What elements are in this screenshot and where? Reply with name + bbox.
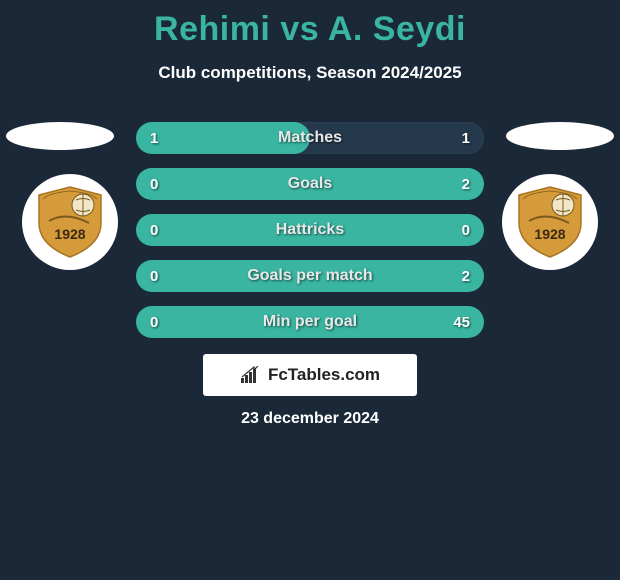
brand-box: FcTables.com	[203, 354, 417, 396]
svg-text:1928: 1928	[534, 226, 565, 242]
comparison-rows: Matches11 Goals02 Hattricks00 Goals per mat…	[136, 122, 484, 352]
stat-row: Goals per match02	[136, 260, 484, 292]
stat-row-fill	[136, 168, 484, 200]
stat-row-fill	[136, 306, 484, 338]
stat-row-fill	[136, 214, 484, 246]
club-badge-right: 1928	[502, 174, 598, 270]
page-subtitle: Club competitions, Season 2024/2025	[0, 63, 620, 83]
svg-text:1928: 1928	[54, 226, 85, 242]
page-title: Rehimi vs A. Seydi	[0, 0, 620, 49]
player-left-ellipse	[6, 122, 114, 150]
player-right-ellipse	[506, 122, 614, 150]
brand-label: FcTables.com	[268, 365, 380, 385]
shield-icon: 1928	[511, 183, 589, 261]
date-label: 23 december 2024	[0, 410, 620, 428]
stat-row-fill	[136, 260, 484, 292]
stat-row-value-right: 1	[462, 122, 470, 154]
stat-row: Min per goal045	[136, 306, 484, 338]
stat-row: Matches11	[136, 122, 484, 154]
shield-icon: 1928	[31, 183, 109, 261]
chart-icon	[240, 366, 262, 384]
stat-row: Goals02	[136, 168, 484, 200]
stat-row-fill	[136, 122, 310, 154]
club-badge-left: 1928	[22, 174, 118, 270]
stat-row: Hattricks00	[136, 214, 484, 246]
